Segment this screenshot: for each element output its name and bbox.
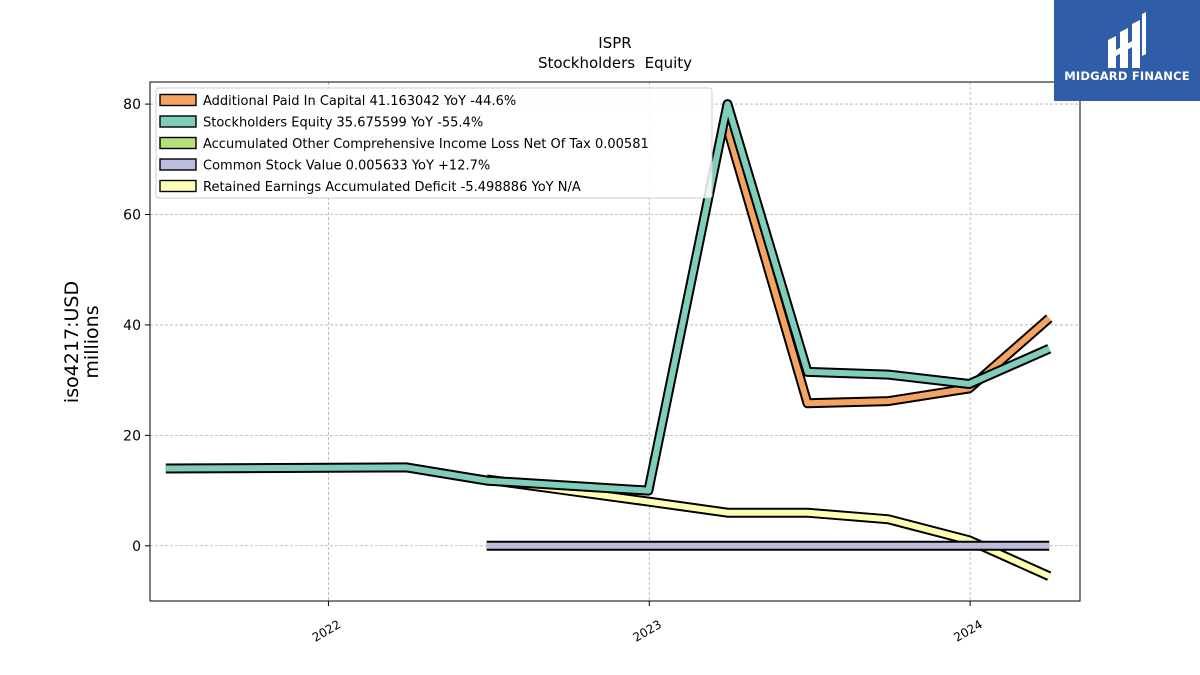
x-tick-label: 2023 — [631, 617, 664, 644]
y-axis-label: iso4217:USDmillions — [61, 281, 103, 403]
y-tick-label: 0 — [132, 539, 141, 555]
series-line — [486, 476, 1051, 579]
series-line — [724, 128, 1052, 407]
y-tick-label: 40 — [123, 318, 141, 334]
legend-label: Accumulated Other Comprehensive Income L… — [203, 137, 649, 152]
x-tick-label: 2024 — [951, 617, 984, 644]
plot-frame — [149, 81, 1081, 602]
logo-text: MIDGARD FINANCE — [1064, 69, 1190, 83]
y-tick-label: 20 — [123, 428, 141, 444]
legend-swatch — [159, 115, 197, 128]
y-tick-label: 60 — [123, 208, 141, 224]
midgard-finance-logo: MIDGARD FINANCE — [1054, 0, 1200, 101]
legend-swatch — [159, 179, 197, 193]
chart-title: ISPR — [598, 34, 631, 52]
legend-swatch — [159, 158, 197, 171]
series-lines — [165, 99, 1053, 581]
legend-label: Retained Earnings Accumulated Deficit -5… — [203, 180, 581, 195]
legend-label: Stockholders Equity 35.675599 YoY -55.4% — [203, 116, 483, 131]
logo-mark-icon — [1108, 12, 1146, 68]
legend-swatch — [159, 136, 197, 150]
y-tick-label: 80 — [123, 97, 141, 113]
x-tick-label: 2022 — [310, 617, 343, 644]
legend-label: Common Stock Value 0.005633 YoY +12.7% — [203, 159, 490, 174]
chart-subtitle: Stockholders Equity — [538, 54, 692, 72]
legend-swatch — [159, 93, 197, 107]
legend: Additional Paid In Capital 41.163042 YoY… — [155, 87, 713, 199]
legend-label: Additional Paid In Capital 41.163042 YoY… — [203, 94, 516, 109]
series-line — [165, 101, 1051, 494]
legend-box — [155, 87, 713, 199]
